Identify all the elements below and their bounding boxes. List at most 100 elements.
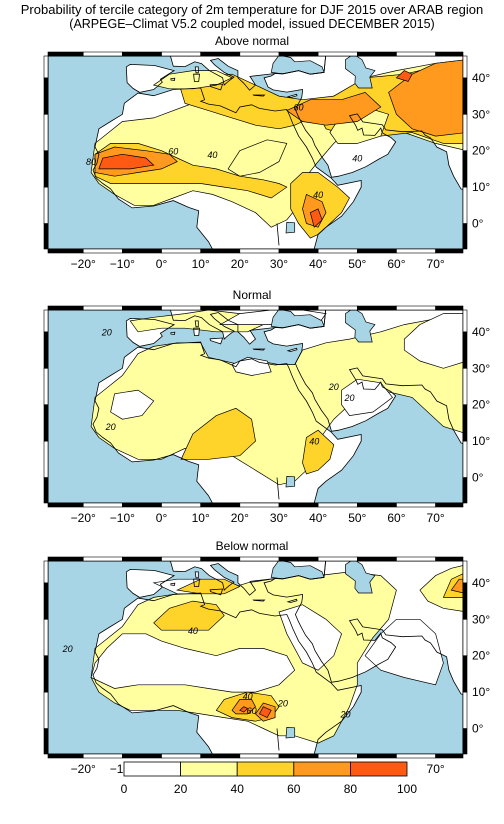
- border-segment: [200, 248, 241, 254]
- border-segment: [43, 186, 49, 224]
- probability-regions: [90, 565, 463, 744]
- coastline: [263, 561, 463, 695]
- lat-tick-label: 40°: [472, 71, 490, 85]
- border-segment: [462, 477, 468, 504]
- map-panel: −20° −10° 0° 10° 20° 30° 40° 50° 60° 70° 40° 30° 20°…: [43, 305, 490, 525]
- border-segment: [43, 618, 49, 656]
- contour-label: 40: [313, 190, 323, 200]
- border-segment: [161, 305, 201, 311]
- land-shape: [126, 64, 175, 93]
- lon-tick-label: 70°: [427, 511, 445, 525]
- border-segment: [356, 753, 397, 759]
- coastline: [194, 320, 199, 328]
- border-segment: [43, 440, 49, 478]
- border-segment: [435, 502, 464, 508]
- border-segment: [161, 248, 201, 254]
- border-segment: [462, 655, 468, 693]
- border-segment: [396, 556, 436, 562]
- contour-region: [98, 153, 155, 170]
- border-segment: [43, 367, 49, 405]
- border-segment: [356, 51, 397, 57]
- coastline: [286, 93, 298, 98]
- border-segment: [82, 753, 123, 759]
- border-segment: [43, 150, 49, 188]
- contour-label: 20: [101, 327, 112, 337]
- border-segment: [462, 150, 468, 188]
- border-segment: [161, 51, 201, 57]
- lon-tick-label: 20°: [231, 511, 249, 525]
- border-segment: [43, 331, 49, 369]
- lat-tick-label: 30°: [472, 107, 490, 121]
- border-segment: [278, 502, 319, 508]
- border-segment: [161, 556, 201, 562]
- coastline: [194, 571, 199, 579]
- lon-tick-label: 60°: [387, 511, 405, 525]
- border-segment: [82, 305, 123, 311]
- coastline: [125, 63, 176, 93]
- coastline: [170, 582, 176, 586]
- coastline: [92, 341, 362, 503]
- water-body: [285, 476, 296, 488]
- border-segment: [435, 51, 464, 57]
- lon-tick-label: 50°: [348, 257, 366, 271]
- border-segment: [239, 248, 280, 254]
- lat-tick-label: 30°: [472, 612, 490, 626]
- border-segment: [317, 248, 358, 254]
- coastline: [92, 592, 362, 754]
- legend-swatch: [180, 761, 238, 777]
- coastline: [263, 310, 463, 444]
- border-segment: [396, 248, 436, 254]
- contour-label: 60: [294, 103, 304, 113]
- border-segment: [43, 55, 49, 79]
- contour-region: [403, 313, 463, 369]
- border-segment: [122, 753, 162, 759]
- border-segment: [462, 331, 468, 369]
- legend-tick-label: 100: [397, 782, 417, 796]
- lon-tick-label: 30°: [270, 257, 288, 271]
- contour-label: 60: [247, 706, 257, 716]
- contour-region: [309, 208, 323, 228]
- border-segment: [82, 502, 123, 508]
- border-segment: [200, 753, 241, 759]
- border-segment: [200, 556, 241, 562]
- legend-swatch: [349, 761, 408, 777]
- lon-tick-label: 0°: [156, 257, 168, 271]
- border-segment: [317, 305, 358, 311]
- coastline: [252, 94, 266, 97]
- border-segment: [82, 248, 123, 254]
- contour-label: 40: [243, 691, 253, 701]
- coastline: [252, 348, 266, 351]
- lon-tick-label: 0°: [156, 511, 168, 525]
- border-segment: [200, 305, 241, 311]
- border-segment: [47, 502, 84, 508]
- panel-title-above-normal: Above normal: [214, 34, 290, 48]
- coastline: [92, 87, 362, 249]
- border-segment: [435, 556, 464, 562]
- lon-tick-label: −10°: [110, 257, 135, 271]
- border-segment: [278, 51, 319, 57]
- border-segment: [278, 305, 319, 311]
- contour-label: 20: [62, 644, 73, 654]
- border-segment: [356, 556, 397, 562]
- lat-tick-label: 30°: [472, 361, 490, 375]
- contour-region: [364, 618, 444, 686]
- lon-tick-label: 40°: [309, 257, 327, 271]
- lon-tick-label: 70°: [427, 257, 445, 271]
- contour-region: [419, 565, 463, 612]
- lake-tanganyika: [276, 223, 280, 246]
- water-mask: [270, 561, 376, 739]
- coastline: [263, 56, 463, 190]
- border-segment: [317, 753, 358, 759]
- coastline: [125, 317, 176, 347]
- panel-title-normal: Normal: [232, 288, 272, 302]
- water-body: [345, 310, 376, 343]
- figure-subtitle: (ARPEGE–Climat V5.2 coupled model, issue…: [69, 17, 435, 31]
- contour-label: 40: [309, 437, 319, 447]
- coastline: [194, 66, 199, 74]
- lat-tick-label: 10°: [472, 180, 490, 194]
- water-mask: [270, 56, 376, 234]
- legend-tick-label: 60: [287, 782, 301, 796]
- border-segment: [47, 556, 84, 562]
- border-segment: [122, 51, 162, 57]
